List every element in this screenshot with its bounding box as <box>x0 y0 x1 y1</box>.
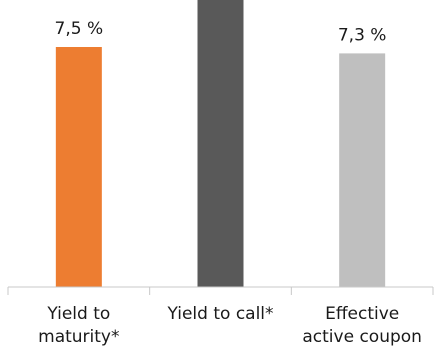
data-label: 7,5 % <box>55 19 104 39</box>
value-labels-layer: 7,5 %9,5 %7,3 % <box>55 19 387 45</box>
category-label: Effective active coupon <box>302 304 422 347</box>
category-label-line: Yield to call* <box>166 304 273 324</box>
bar <box>197 0 244 287</box>
bar <box>339 53 386 288</box>
bar <box>55 47 102 287</box>
category-label: Yield to maturity* <box>38 304 119 347</box>
category-labels-layer: Yield to maturity* Yield to call* Effective… <box>38 304 422 347</box>
bars-layer <box>55 0 386 288</box>
category-label-line: Yield to <box>46 304 110 324</box>
data-label: 7,3 % <box>338 25 387 45</box>
category-label-line: active coupon <box>302 327 422 347</box>
category-label: Yield to call* <box>166 304 273 324</box>
x-axis-ticks <box>7 287 434 295</box>
category-label-line: maturity* <box>38 327 119 347</box>
category-label-line: Effective <box>325 304 399 324</box>
